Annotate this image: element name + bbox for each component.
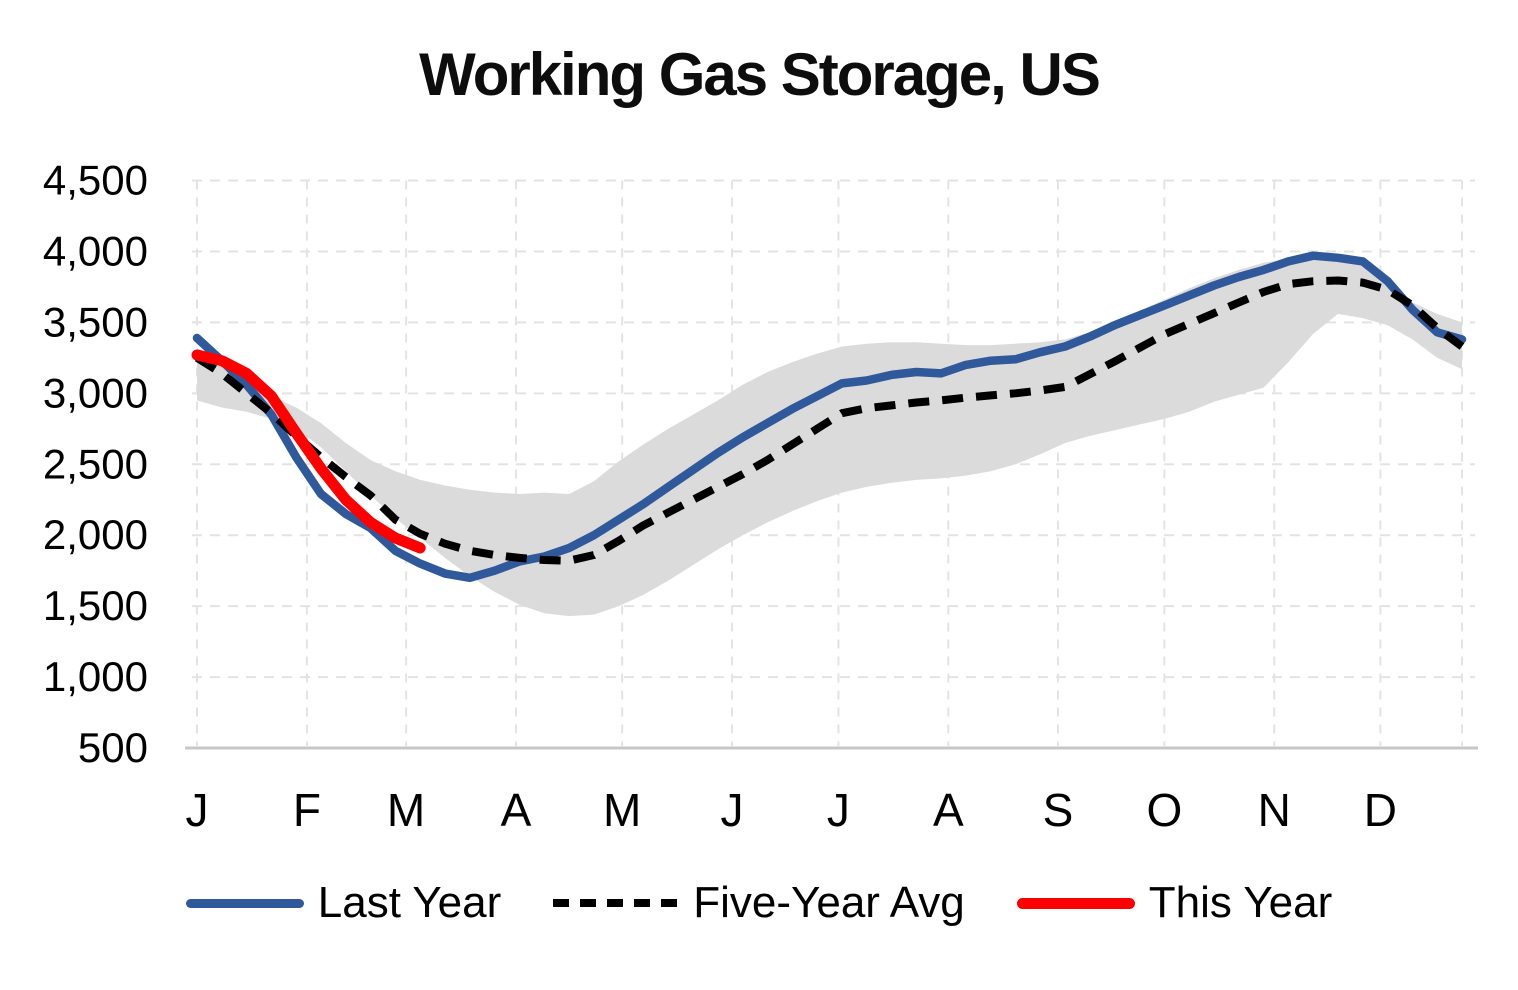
y-tick-label-500: 500 [78, 724, 148, 771]
legend-label-this-year: This Year [1148, 878, 1333, 927]
x-month-label-12: D [1364, 784, 1397, 836]
legend-item-this-year: This Year [1016, 878, 1333, 928]
y-tick-label-1500: 1,500 [43, 582, 148, 629]
series-line-last-year [192, 251, 1467, 583]
x-month-label-9: S [1043, 784, 1074, 836]
x-month-label-10: O [1146, 784, 1182, 836]
x-month-label-1: J [186, 784, 209, 836]
x-month-label-2: F [293, 784, 321, 836]
legend-label-last-year: Last Year [317, 878, 502, 927]
x-month-label-7: J [827, 784, 850, 836]
x-month-label-4: A [501, 784, 532, 836]
x-month-label-11: N [1258, 784, 1291, 836]
legend-label-five-year-avg: Five-Year Avg [693, 878, 965, 927]
legend-item-last-year: Last Year [185, 878, 502, 928]
chart-title: Working Gas Storage, US [419, 41, 1101, 108]
five-year-range-band [197, 257, 1462, 617]
this-year-line-swatch [1016, 897, 1135, 909]
series-line-five-year-avg [194, 276, 1465, 565]
legend: Last Year Five-Year Avg This Year [0, 878, 1518, 928]
y-tick-label-3000: 3,000 [43, 369, 148, 416]
five-year-avg-line-swatch [553, 899, 680, 907]
x-month-label-3: M [387, 784, 425, 836]
series-line-this-year [191, 349, 426, 554]
x-month-label-6: J [721, 784, 744, 836]
legend-item-five-year-avg: Five-Year Avg [553, 878, 965, 928]
y-tick-label-2500: 2,500 [43, 440, 148, 487]
y-tick-label-4500: 4,500 [43, 157, 148, 204]
y-tick-label-3500: 3,500 [43, 298, 148, 345]
x-month-label-8: A [933, 784, 964, 836]
last-year-line-swatch [185, 898, 304, 908]
y-axis-tick-labels: 500 1,000 1,500 2,000 2,500 3,000 3,500 4,000 4,… [43, 157, 148, 772]
y-tick-label-2000: 2,000 [43, 511, 148, 558]
x-month-label-5: M [603, 784, 641, 836]
y-tick-label-1000: 1,000 [43, 653, 148, 700]
y-tick-label-4000: 4,000 [43, 227, 148, 274]
